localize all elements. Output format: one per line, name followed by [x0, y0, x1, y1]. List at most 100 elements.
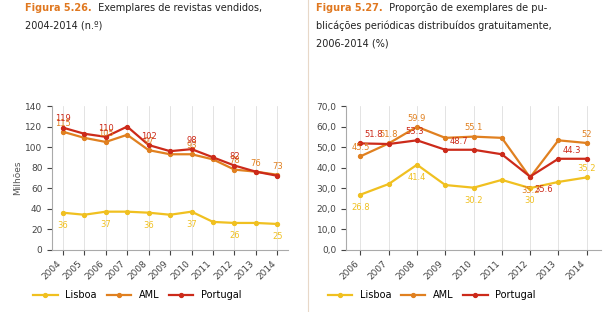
Text: 35.2: 35.2	[577, 164, 596, 173]
Text: 30.2: 30.2	[464, 196, 483, 205]
Y-axis label: Milhões: Milhões	[13, 161, 22, 195]
Line: Lisboa: Lisboa	[359, 163, 588, 197]
Text: Figura 5.26.: Figura 5.26.	[25, 3, 91, 13]
Text: 78: 78	[229, 157, 240, 165]
Portugal	[231, 164, 238, 168]
Line: Portugal: Portugal	[359, 139, 588, 178]
Text: 53.3: 53.3	[405, 127, 424, 136]
AML	[252, 170, 259, 173]
Text: 35.6: 35.6	[535, 185, 553, 194]
Portugal	[166, 149, 173, 153]
Portugal	[102, 135, 110, 139]
Portugal	[145, 143, 153, 147]
Lisboa	[498, 178, 506, 182]
AML	[80, 136, 88, 140]
Lisboa	[210, 220, 217, 224]
Text: 98: 98	[186, 136, 197, 145]
Text: 55.1: 55.1	[465, 124, 482, 133]
Portugal	[583, 157, 590, 161]
Portugal	[441, 148, 449, 152]
Lisboa	[188, 210, 195, 213]
Text: 48.7: 48.7	[449, 137, 468, 146]
Text: 119: 119	[55, 115, 70, 124]
Lisboa	[80, 213, 88, 217]
Portugal	[470, 148, 478, 152]
Portugal	[210, 155, 217, 159]
Text: 2006-2014 (%): 2006-2014 (%)	[316, 38, 388, 48]
AML	[555, 139, 562, 142]
Text: 52: 52	[581, 130, 592, 139]
Text: 51.8: 51.8	[365, 130, 383, 139]
Text: blicáções periódicas distribuídos gratuitamente,: blicáções periódicas distribuídos gratui…	[316, 20, 552, 31]
Lisboa	[385, 182, 392, 186]
Text: 35.2: 35.2	[521, 186, 539, 195]
Text: 97: 97	[143, 137, 154, 146]
Lisboa	[527, 186, 534, 190]
Lisboa	[555, 180, 562, 184]
Portugal	[527, 175, 534, 178]
Lisboa	[124, 210, 131, 213]
Text: 36: 36	[143, 221, 154, 230]
Portugal	[80, 132, 88, 136]
Text: 76: 76	[251, 158, 261, 168]
Text: 73: 73	[272, 162, 283, 171]
AML	[357, 154, 364, 158]
Line: AML: AML	[61, 130, 280, 177]
Line: AML: AML	[359, 125, 588, 179]
Text: 93: 93	[186, 141, 197, 150]
Lisboa	[583, 176, 590, 179]
AML	[385, 142, 392, 145]
Portugal	[252, 170, 259, 173]
Text: 37: 37	[101, 220, 111, 229]
Text: 51.8: 51.8	[379, 130, 398, 139]
AML	[59, 130, 67, 134]
Lisboa	[273, 222, 281, 226]
Text: 26.8: 26.8	[351, 203, 370, 212]
Line: Portugal: Portugal	[61, 124, 280, 178]
AML	[498, 136, 506, 140]
Text: Figura 5.27.: Figura 5.27.	[316, 3, 383, 13]
Portugal	[273, 174, 281, 178]
Text: 26: 26	[229, 231, 240, 240]
AML	[441, 136, 449, 140]
AML	[166, 152, 173, 156]
Text: Exemplares de revistas vendidos,: Exemplares de revistas vendidos,	[95, 3, 262, 13]
Lisboa	[357, 193, 364, 197]
AML	[527, 176, 534, 179]
Text: 30: 30	[525, 197, 535, 205]
Portugal	[413, 139, 421, 142]
Text: 44.3: 44.3	[563, 146, 581, 155]
Portugal	[385, 142, 392, 146]
Portugal	[188, 147, 195, 151]
Text: 115: 115	[55, 119, 70, 128]
Lisboa	[413, 163, 421, 167]
Lisboa	[166, 213, 173, 217]
AML	[470, 135, 478, 139]
Lisboa	[252, 221, 259, 225]
Text: 82: 82	[229, 152, 240, 161]
AML	[273, 173, 281, 177]
Line: Lisboa: Lisboa	[61, 210, 280, 226]
Text: 25: 25	[272, 232, 283, 241]
Portugal	[59, 126, 67, 129]
Legend: Lisboa, AML, Portugal: Lisboa, AML, Portugal	[29, 286, 245, 304]
Text: 105: 105	[98, 129, 113, 138]
Text: 45.5: 45.5	[351, 143, 370, 152]
Text: 59.9: 59.9	[408, 114, 426, 123]
AML	[102, 140, 110, 144]
Text: 110: 110	[98, 124, 113, 133]
Text: Proporção de exemplares de pu-: Proporção de exemplares de pu-	[386, 3, 547, 13]
Legend: Lisboa, AML, Portugal: Lisboa, AML, Portugal	[324, 286, 539, 304]
Text: 37: 37	[186, 220, 197, 229]
AML	[145, 148, 153, 152]
Portugal	[357, 142, 364, 145]
AML	[231, 168, 238, 172]
Lisboa	[102, 210, 110, 213]
AML	[413, 125, 421, 129]
Portugal	[555, 157, 562, 161]
Lisboa	[231, 221, 238, 225]
AML	[124, 133, 131, 137]
Text: 41.4: 41.4	[408, 173, 426, 182]
Text: 36: 36	[58, 221, 68, 230]
Text: 2004-2014 (n.º): 2004-2014 (n.º)	[25, 20, 102, 30]
